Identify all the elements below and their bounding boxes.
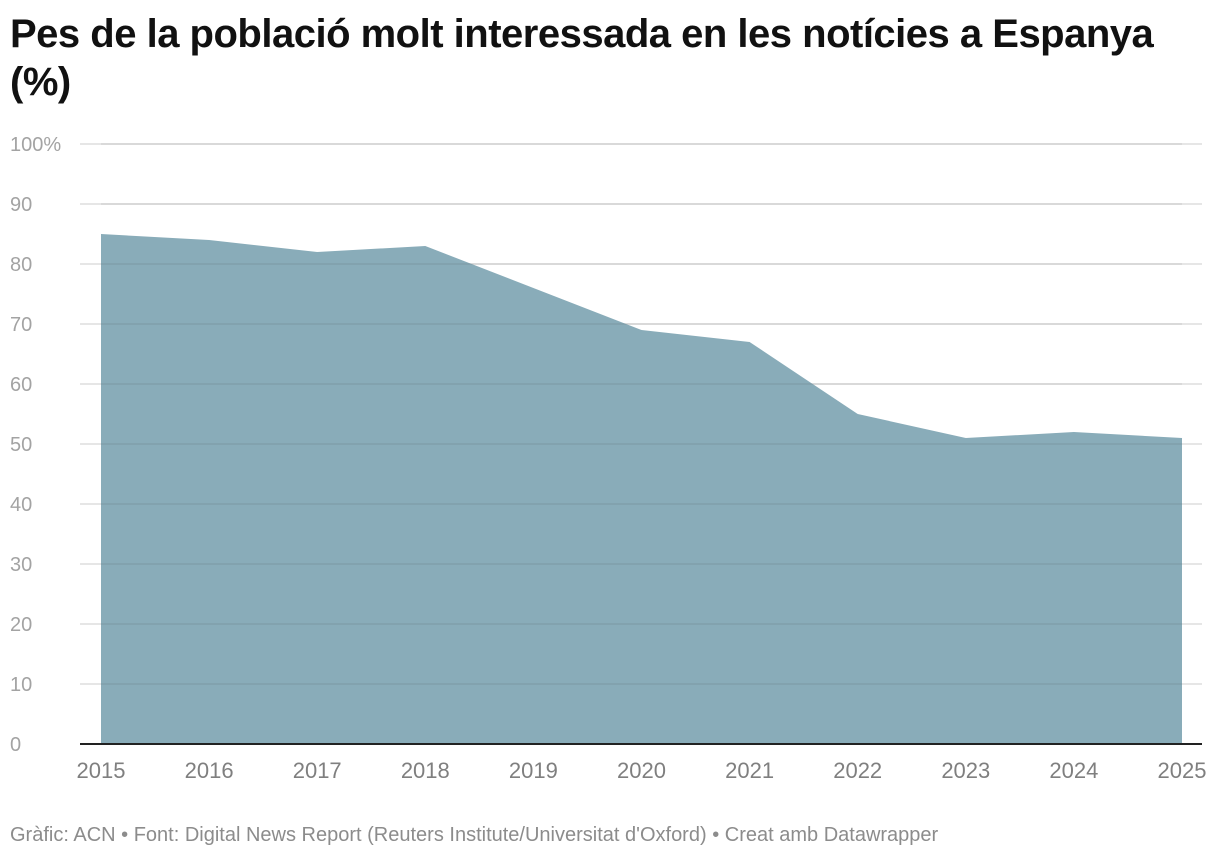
y-tick-label: 20	[10, 614, 32, 636]
y-tick-label: 70	[10, 314, 32, 336]
footer-separator: •	[121, 824, 129, 846]
x-tick-label: 2015	[77, 758, 126, 783]
x-tick-label: 2017	[293, 758, 342, 783]
area-series	[100, 233, 1183, 744]
x-tick-label: 2025	[1158, 758, 1207, 783]
chart-title: Pes de la població molt interessada en l…	[10, 12, 1154, 104]
y-tick-label: 0	[10, 734, 21, 756]
chart-footer: Gràfic: ACN • Font: Digital News Report …	[10, 824, 938, 847]
footer-separator: •	[712, 824, 720, 846]
x-tick-label: 2019	[509, 758, 558, 783]
y-axis-ticks: 0 10 20 30 40 50 60 70 80 90 100%	[10, 134, 61, 756]
footer-made-with: Creat amb Datawrapper	[724, 824, 939, 846]
x-tick-label: 2022	[833, 758, 882, 783]
y-tick-label: 100%	[10, 134, 61, 156]
y-tick-label: 80	[10, 254, 32, 276]
footer-source: Font: Digital News Report (Reuters Insti…	[133, 824, 707, 846]
area-fill	[101, 234, 1182, 744]
x-tick-label: 2021	[725, 758, 774, 783]
x-tick-label: 2016	[185, 758, 234, 783]
footer-credit: Gràfic: ACN	[10, 824, 116, 846]
x-tick-label: 2018	[401, 758, 450, 783]
y-tick-label: 50	[10, 434, 32, 456]
y-tick-label: 30	[10, 554, 32, 576]
y-tick-label: 60	[10, 374, 32, 396]
y-tick-label: 40	[10, 494, 32, 516]
gridline-overlay	[80, 143, 1202, 745]
x-tick-label: 2020	[617, 758, 666, 783]
x-axis-ticks: 2015 2016 2017 2018 2019 2020 2021 2022 2023 2024…	[77, 758, 1207, 783]
y-tick-label: 90	[10, 194, 32, 216]
x-tick-label: 2024	[1049, 758, 1098, 783]
x-tick-label: 2023	[941, 758, 990, 783]
y-tick-label: 10	[10, 674, 32, 696]
